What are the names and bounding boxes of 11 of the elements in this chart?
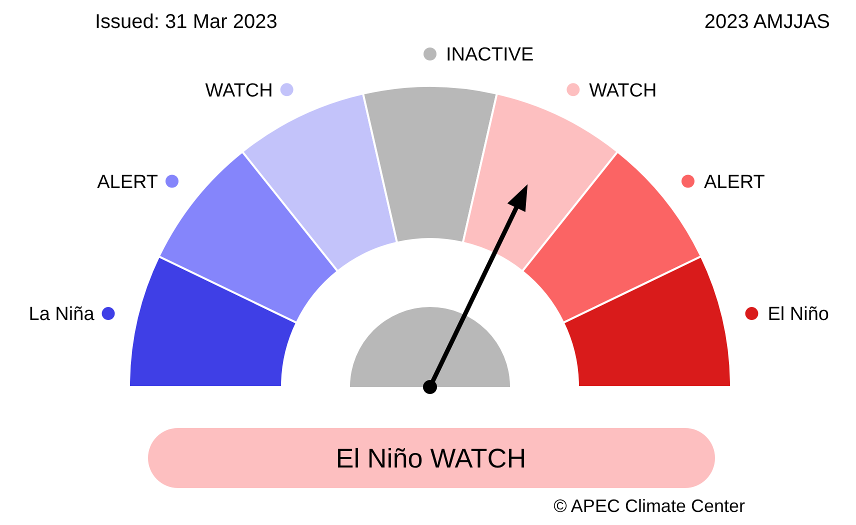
- legend-label: El Niño: [768, 304, 829, 326]
- text: El Niño WATCH: [336, 443, 526, 474]
- legend-label: ALERT: [704, 172, 766, 193]
- chart-title: Issued: 31 Mar 2023: [95, 11, 278, 33]
- legend-label: WATCH: [589, 80, 657, 102]
- chart-subtitle: 2023 AMJJAS: [704, 11, 830, 33]
- slice-label: ALERT: [97, 172, 158, 193]
- text: © APEC Climate Center: [554, 496, 745, 516]
- legend-label: INACTIVE: [446, 44, 534, 66]
- slice-label: La Niña: [28, 304, 95, 326]
- slice-label: WATCH: [205, 80, 273, 102]
